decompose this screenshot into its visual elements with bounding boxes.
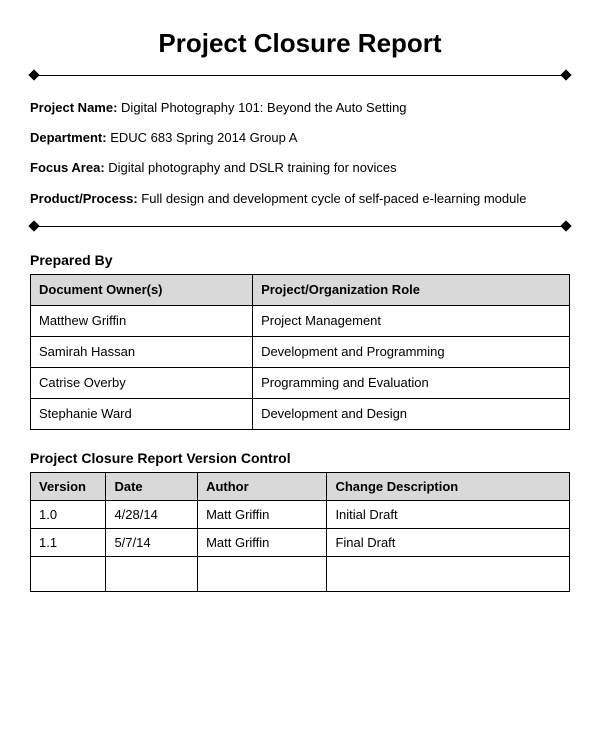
cell-role: Programming and Evaluation <box>253 367 570 398</box>
cell-role: Project Management <box>253 305 570 336</box>
cell-author: Matt Griffin <box>198 528 327 556</box>
diamond-icon <box>560 220 571 231</box>
cell-date <box>106 556 198 591</box>
col-change: Change Description <box>327 472 570 500</box>
field-project-name: Project Name: Digital Photography 101: B… <box>30 99 570 117</box>
cell-date: 4/28/14 <box>106 500 198 528</box>
field-label: Department: <box>30 130 107 145</box>
col-role: Project/Organization Role <box>253 274 570 305</box>
field-value: Full design and development cycle of sel… <box>141 191 526 206</box>
cell-version: 1.1 <box>31 528 106 556</box>
field-label: Project Name: <box>30 100 117 115</box>
table-row <box>31 556 570 591</box>
prepared-by-heading: Prepared By <box>30 252 570 268</box>
col-version: Version <box>31 472 106 500</box>
cell-date: 5/7/14 <box>106 528 198 556</box>
field-value: Digital Photography 101: Beyond the Auto… <box>121 100 406 115</box>
table-row: 1.1 5/7/14 Matt Griffin Final Draft <box>31 528 570 556</box>
cell-owner: Catrise Overby <box>31 367 253 398</box>
field-value: EDUC 683 Spring 2014 Group A <box>110 130 297 145</box>
field-value: Digital photography and DSLR training fo… <box>108 160 396 175</box>
metadata-fields: Project Name: Digital Photography 101: B… <box>30 99 570 208</box>
table-row: Matthew Griffin Project Management <box>31 305 570 336</box>
cell-author <box>198 556 327 591</box>
cell-role: Development and Design <box>253 398 570 429</box>
page-title: Project Closure Report <box>30 28 570 59</box>
cell-role: Development and Programming <box>253 336 570 367</box>
col-author: Author <box>198 472 327 500</box>
cell-owner: Samirah Hassan <box>31 336 253 367</box>
table-row: Stephanie Ward Development and Design <box>31 398 570 429</box>
cell-change: Initial Draft <box>327 500 570 528</box>
field-label: Product/Process: <box>30 191 138 206</box>
table-row: Samirah Hassan Development and Programmi… <box>31 336 570 367</box>
divider-bottom <box>30 220 570 232</box>
version-control-table: Version Date Author Change Description 1… <box>30 472 570 592</box>
diamond-icon <box>28 69 39 80</box>
col-owner: Document Owner(s) <box>31 274 253 305</box>
cell-version <box>31 556 106 591</box>
diamond-icon <box>28 220 39 231</box>
document-page: Project Closure Report Project Name: Dig… <box>0 0 600 602</box>
prepared-by-table: Document Owner(s) Project/Organization R… <box>30 274 570 430</box>
cell-version: 1.0 <box>31 500 106 528</box>
field-focus-area: Focus Area: Digital photography and DSLR… <box>30 159 570 177</box>
field-label: Focus Area: <box>30 160 105 175</box>
table-header-row: Version Date Author Change Description <box>31 472 570 500</box>
cell-author: Matt Griffin <box>198 500 327 528</box>
field-department: Department: EDUC 683 Spring 2014 Group A <box>30 129 570 147</box>
table-header-row: Document Owner(s) Project/Organization R… <box>31 274 570 305</box>
cell-change: Final Draft <box>327 528 570 556</box>
table-row: 1.0 4/28/14 Matt Griffin Initial Draft <box>31 500 570 528</box>
cell-owner: Matthew Griffin <box>31 305 253 336</box>
divider-top <box>30 69 570 81</box>
field-product-process: Product/Process: Full design and develop… <box>30 190 570 208</box>
version-control-heading: Project Closure Report Version Control <box>30 450 570 466</box>
cell-change <box>327 556 570 591</box>
col-date: Date <box>106 472 198 500</box>
diamond-icon <box>560 69 571 80</box>
cell-owner: Stephanie Ward <box>31 398 253 429</box>
table-row: Catrise Overby Programming and Evaluatio… <box>31 367 570 398</box>
